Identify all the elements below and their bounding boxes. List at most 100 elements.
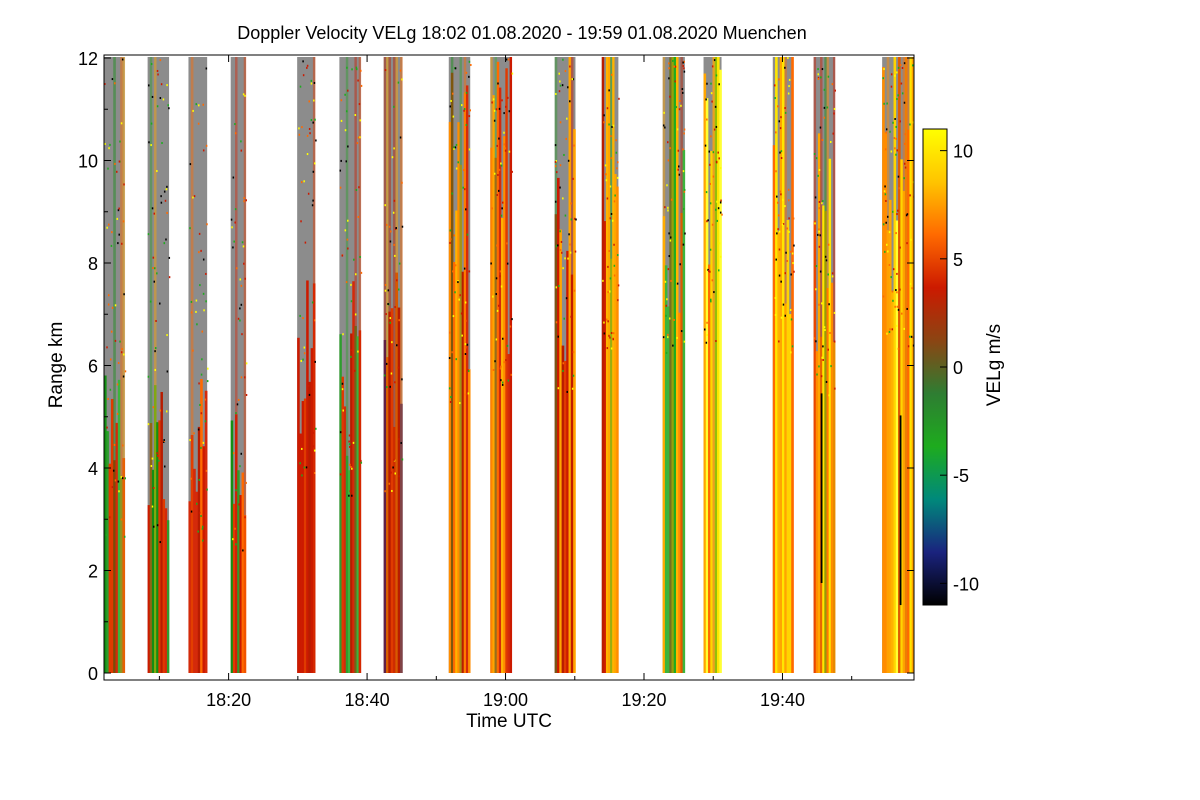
scan-velocity-streak [902,57,906,673]
scan-noise-speck [245,393,248,396]
scan-noise-speck [152,256,155,259]
scan-noise-speck [121,58,124,61]
scan-noise-speck [106,346,108,349]
scan-noise-speck [190,510,193,513]
scan-noise-speck [391,341,393,344]
scan-noise-speck [607,291,609,294]
scan-velocity-column [190,435,194,673]
scan-noise-speck [152,487,155,490]
scan-velocity-column [239,495,242,673]
scan-velocity-column [682,149,686,673]
scan-noise-speck [712,151,715,154]
scan-noise-speck [189,163,192,166]
scan-noise-speck [559,80,561,83]
scan-noise-speck [454,67,457,70]
scan-noise-speck [463,108,466,111]
scan-noise-speck [108,516,111,519]
scan-noise-speck [507,379,510,382]
scan-noise-speck [470,63,472,66]
scan-noise-speck [118,207,120,210]
scan-noise-speck [895,125,897,128]
scan-noise-speck [774,313,777,316]
colorbar-tick-label: 5 [953,250,963,270]
scan-noise-speck [817,77,820,80]
scan-noise-speck [196,502,198,505]
scan-velocity-streak [149,57,153,673]
scan-noise-speck [617,161,619,164]
scan-noise-speck [357,136,360,139]
scan-velocity-column [354,325,357,673]
scan-noise-speck [817,233,819,236]
scan-velocity-column [237,470,240,673]
scan-noise-speck [708,270,710,273]
scan-noise-speck [792,262,794,265]
scan-noise-speck [493,119,496,122]
scan-noise-speck [677,168,679,171]
scan-noise-speck [614,194,616,197]
scan-velocity-column [241,472,245,673]
colorbar-tick-label: 0 [953,358,963,378]
scan-noise-speck [233,240,235,243]
scan-noise-speck [393,243,395,246]
scan-noise-speck [714,208,717,211]
scan-velocity-column [115,422,119,673]
scan-noise-speck [192,196,194,199]
scan-velocity-column [705,98,709,674]
scan-noise-speck [312,199,314,202]
scan-noise-speck [833,107,836,110]
scan-noise-speck [705,191,708,194]
scan-noise-speck [615,151,618,154]
scan-noise-speck [572,351,575,354]
scan-noise-speck [384,69,387,72]
scan-noise-speck [888,231,891,234]
scan-noise-speck [901,66,904,69]
scan-noise-speck [468,60,471,63]
scan-velocity-column [563,360,567,673]
scan-noise-speck [303,466,306,469]
scan-noise-speck [705,98,707,101]
scan-noise-speck [884,185,886,188]
scan-noise-speck [166,370,169,373]
scan-noise-speck [719,255,722,258]
scan-velocity-column [893,57,897,673]
scan-noise-speck [314,162,316,165]
scan-noise-speck [150,122,153,125]
scan-noise-speck [449,238,452,241]
scan-noise-speck [109,358,112,361]
scan-noise-speck [350,349,352,352]
scan-noise-speck [667,336,669,339]
scan-noise-speck [912,181,914,184]
scan-noise-speck [683,132,685,135]
scan-noise-speck [561,84,564,87]
scan-noise-speck [682,61,684,64]
scan-noise-speck [245,362,248,365]
scan-noise-speck [706,333,708,336]
scan-noise-speck [121,242,123,245]
scan-noise-speck [683,340,686,343]
scan-noise-speck [109,143,111,146]
scan-noise-speck [682,170,685,173]
scan-noise-speck [564,70,567,73]
scan-noise-speck [393,199,396,202]
scan-noise-speck [350,465,352,468]
scan-noise-speck [907,345,910,348]
scan-noise-speck [459,294,461,297]
scan-velocity-column [122,458,126,673]
scan-noise-speck [200,446,202,449]
scan-noise-speck [897,66,900,69]
scan-noise-speck [201,527,204,530]
scan-noise-speck [715,125,718,128]
scan-noise-speck [168,107,170,110]
scan-velocity-column [347,470,351,673]
scan-noise-speck [235,543,237,546]
scan-velocity-column [561,345,565,673]
scan-noise-speck [497,189,500,192]
scan-noise-speck [390,230,392,233]
scan-noise-speck [190,311,193,314]
scan-noise-speck [458,298,460,301]
scan-noise-speck [897,308,900,311]
scan-noise-speck [302,317,304,320]
scan-noise-speck [821,202,823,205]
scan-noise-speck [304,241,307,244]
scan-noise-speck [121,348,123,351]
